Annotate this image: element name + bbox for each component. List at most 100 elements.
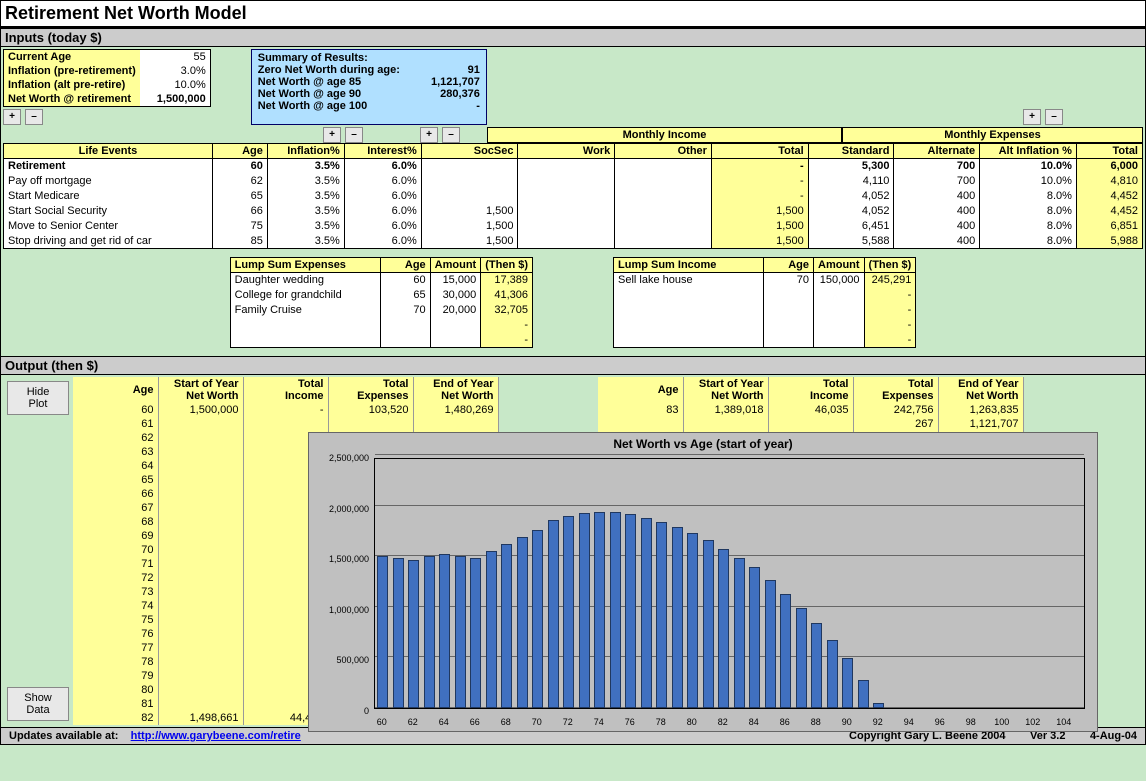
event-interest[interactable]: 6.0% <box>344 174 421 189</box>
lump-name[interactable]: College for grandchild <box>230 288 380 303</box>
lump-age[interactable] <box>380 318 430 333</box>
plus-button[interactable]: + <box>3 109 21 125</box>
event-inflation[interactable]: 3.5% <box>267 174 344 189</box>
event-std[interactable]: 4,110 <box>808 174 894 189</box>
lump-age[interactable]: 60 <box>380 273 430 288</box>
event-name[interactable]: Retirement <box>4 159 213 174</box>
minus-button[interactable]: – <box>25 109 43 125</box>
event-work[interactable] <box>518 174 615 189</box>
event-inflation[interactable]: 3.5% <box>267 159 344 174</box>
footer-url-link[interactable]: http://www.garybeene.com/retire <box>131 730 301 742</box>
event-std[interactable]: 4,052 <box>808 204 894 219</box>
lump-name[interactable]: Family Cruise <box>230 303 380 318</box>
event-socsec[interactable] <box>421 159 518 174</box>
lump-age[interactable]: 70 <box>380 303 430 318</box>
lump-age[interactable] <box>764 288 814 303</box>
event-work[interactable] <box>518 159 615 174</box>
event-socsec[interactable]: 1,500 <box>421 204 518 219</box>
lump-amount[interactable] <box>814 333 865 348</box>
lump-age[interactable]: 70 <box>764 273 814 288</box>
event-std[interactable]: 5,300 <box>808 159 894 174</box>
event-alt[interactable]: 400 <box>894 204 980 219</box>
event-other[interactable] <box>615 189 712 204</box>
event-work[interactable] <box>518 189 615 204</box>
event-socsec[interactable] <box>421 189 518 204</box>
input-value[interactable]: 55 <box>140 50 210 64</box>
lump-age[interactable] <box>764 303 814 318</box>
minus-button[interactable]: – <box>345 127 363 143</box>
event-name[interactable]: Pay off mortgage <box>4 174 213 189</box>
event-std[interactable]: 6,451 <box>808 219 894 234</box>
lump-amount[interactable]: 20,000 <box>430 303 481 318</box>
lump-amount[interactable] <box>430 318 481 333</box>
event-other[interactable] <box>615 234 712 249</box>
lump-age[interactable] <box>764 318 814 333</box>
event-alt[interactable]: 400 <box>894 219 980 234</box>
event-name[interactable]: Stop driving and get rid of car <box>4 234 213 249</box>
event-inflation[interactable]: 3.5% <box>267 189 344 204</box>
hide-plot-button[interactable]: Hide Plot <box>7 381 69 415</box>
event-altinf[interactable]: 10.0% <box>980 159 1077 174</box>
event-interest[interactable]: 6.0% <box>344 234 421 249</box>
event-interest[interactable]: 6.0% <box>344 189 421 204</box>
event-age[interactable]: 85 <box>212 234 267 249</box>
minus-button[interactable]: – <box>442 127 460 143</box>
event-altinf[interactable]: 8.0% <box>980 189 1077 204</box>
event-altinf[interactable]: 8.0% <box>980 204 1077 219</box>
event-inflation[interactable]: 3.5% <box>267 219 344 234</box>
event-other[interactable] <box>615 204 712 219</box>
event-work[interactable] <box>518 204 615 219</box>
lump-age[interactable]: 65 <box>380 288 430 303</box>
event-alt[interactable]: 700 <box>894 174 980 189</box>
lump-name[interactable] <box>614 303 764 318</box>
event-std[interactable]: 5,588 <box>808 234 894 249</box>
lump-name[interactable] <box>614 333 764 348</box>
event-socsec[interactable]: 1,500 <box>421 219 518 234</box>
event-other[interactable] <box>615 174 712 189</box>
event-socsec[interactable]: 1,500 <box>421 234 518 249</box>
lump-amount[interactable] <box>430 333 481 348</box>
lump-amount[interactable] <box>814 303 865 318</box>
event-alt[interactable]: 400 <box>894 234 980 249</box>
lump-name[interactable] <box>230 333 380 348</box>
plus-button[interactable]: + <box>420 127 438 143</box>
minus-button[interactable]: – <box>1045 109 1063 125</box>
event-altinf[interactable]: 8.0% <box>980 234 1077 249</box>
event-altinf[interactable]: 10.0% <box>980 174 1077 189</box>
event-interest[interactable]: 6.0% <box>344 219 421 234</box>
event-altinf[interactable]: 8.0% <box>980 219 1077 234</box>
event-name[interactable]: Start Social Security <box>4 204 213 219</box>
event-age[interactable]: 75 <box>212 219 267 234</box>
event-socsec[interactable] <box>421 174 518 189</box>
lump-amount[interactable] <box>814 318 865 333</box>
event-inflation[interactable]: 3.5% <box>267 234 344 249</box>
lump-name[interactable]: Sell lake house <box>614 273 764 288</box>
event-other[interactable] <box>615 159 712 174</box>
event-age[interactable]: 62 <box>212 174 267 189</box>
event-name[interactable]: Move to Senior Center <box>4 219 213 234</box>
lump-amount[interactable]: 150,000 <box>814 273 865 288</box>
event-alt[interactable]: 400 <box>894 189 980 204</box>
event-other[interactable] <box>615 219 712 234</box>
event-interest[interactable]: 6.0% <box>344 159 421 174</box>
plus-button[interactable]: + <box>323 127 341 143</box>
lump-amount[interactable]: 30,000 <box>430 288 481 303</box>
lump-name[interactable] <box>230 318 380 333</box>
event-age[interactable]: 65 <box>212 189 267 204</box>
event-work[interactable] <box>518 234 615 249</box>
event-work[interactable] <box>518 219 615 234</box>
input-value[interactable]: 3.0% <box>140 64 210 78</box>
plus-button[interactable]: + <box>1023 109 1041 125</box>
event-std[interactable]: 4,052 <box>808 189 894 204</box>
event-alt[interactable]: 700 <box>894 159 980 174</box>
lump-amount[interactable] <box>814 288 865 303</box>
lump-name[interactable] <box>614 288 764 303</box>
event-inflation[interactable]: 3.5% <box>267 204 344 219</box>
event-interest[interactable]: 6.0% <box>344 204 421 219</box>
lump-name[interactable]: Daughter wedding <box>230 273 380 288</box>
input-value[interactable]: 1,500,000 <box>140 92 210 106</box>
input-value[interactable]: 10.0% <box>140 78 210 92</box>
lump-name[interactable] <box>614 318 764 333</box>
lump-age[interactable] <box>380 333 430 348</box>
lump-age[interactable] <box>764 333 814 348</box>
